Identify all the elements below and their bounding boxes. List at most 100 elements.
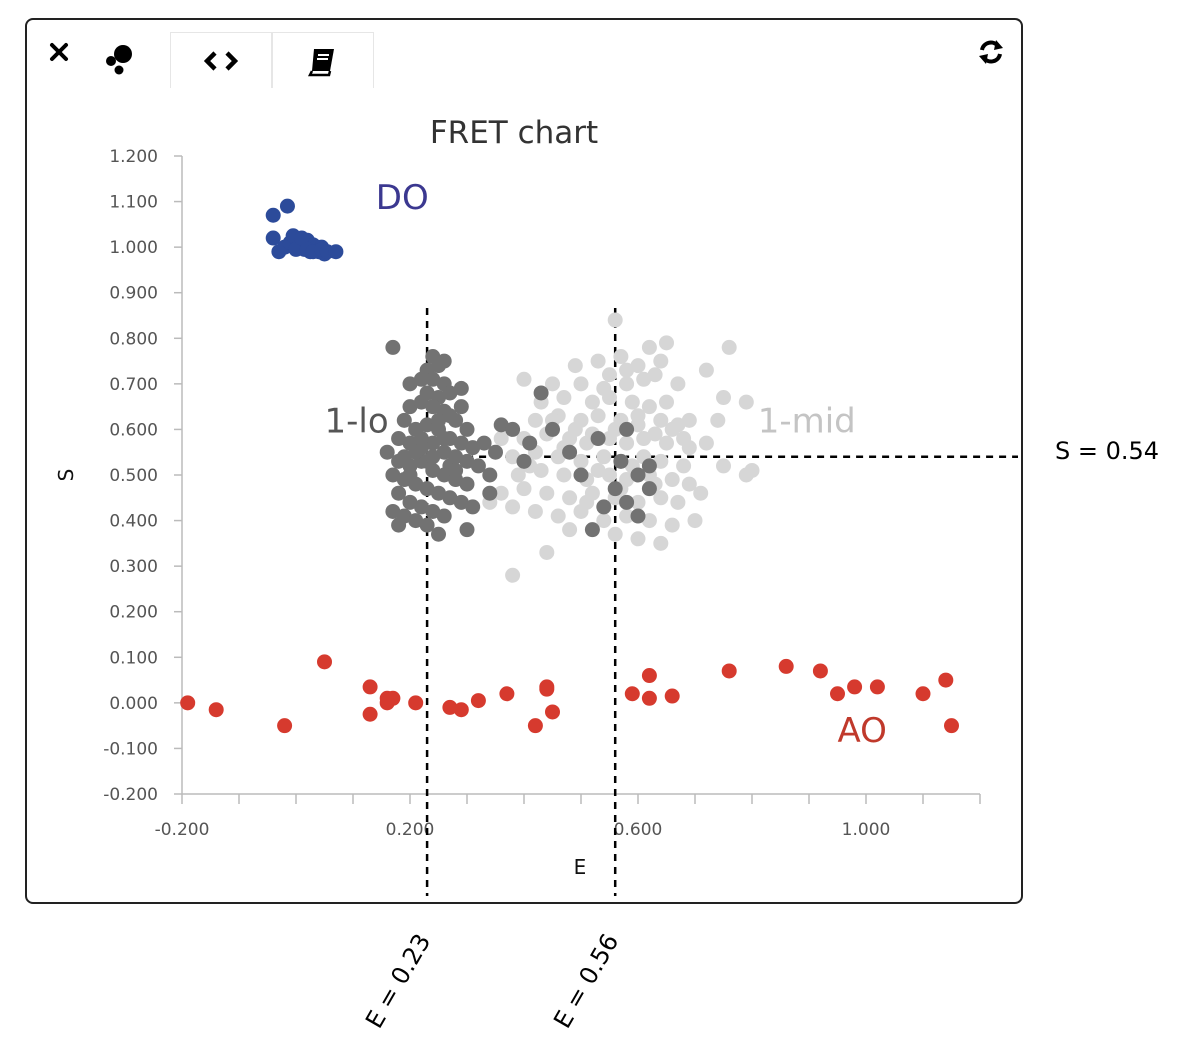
data-point-1-mid <box>624 394 640 410</box>
data-point-1-mid <box>630 408 646 424</box>
data-point-1-mid <box>527 503 543 519</box>
y-tick-label: 0.000 <box>109 694 158 714</box>
y-tick-label: 1.000 <box>109 238 158 258</box>
data-point-1-lo <box>533 385 549 401</box>
data-point-1-mid <box>590 353 606 369</box>
data-point-1-mid <box>738 394 754 410</box>
refresh-button[interactable] <box>975 36 1007 68</box>
data-point-1-mid <box>687 513 703 529</box>
tab-chart[interactable] <box>68 32 170 88</box>
data-point-1-lo <box>465 499 481 515</box>
data-point-1-mid <box>596 449 612 465</box>
data-point-1-mid <box>493 431 509 447</box>
data-point-1-mid <box>641 513 657 529</box>
data-point-1-mid <box>510 467 526 483</box>
data-point-1-mid <box>653 453 669 469</box>
y-tick-label: 0.600 <box>109 420 158 440</box>
data-point-1-lo <box>641 458 657 474</box>
x-tick-label: 1.000 <box>842 820 891 840</box>
data-point-1-lo <box>413 431 429 447</box>
axes: 1.200 1.100 1.000 0.900 0.800 0.700 0.600 0.500… <box>103 147 981 840</box>
data-point-1-lo <box>419 517 435 533</box>
data-point-1-mid <box>607 421 623 437</box>
data-point-1-mid <box>698 362 714 378</box>
y-tick-label: 0.800 <box>109 329 158 349</box>
data-point-1-mid <box>573 376 589 392</box>
data-point-1-mid <box>505 499 521 515</box>
data-point-1-mid <box>613 349 629 365</box>
data-point-1-mid <box>619 362 635 378</box>
data-point-1-lo <box>465 440 481 456</box>
data-point-1-lo <box>596 499 612 515</box>
data-point-1-lo <box>607 481 623 497</box>
data-point-1-mid <box>716 458 731 474</box>
data-point-1-lo <box>413 499 429 515</box>
data-point-ao <box>545 704 560 720</box>
data-point-1-lo <box>613 453 629 469</box>
data-point-ao <box>208 702 224 718</box>
data-point-1-mid <box>573 453 589 469</box>
y-tick-label: 0.500 <box>109 466 158 486</box>
data-point-1-lo <box>442 408 458 424</box>
data-point-1-mid <box>664 517 680 533</box>
data-point-ao <box>721 663 737 679</box>
x-tick-label: 0.600 <box>614 820 663 840</box>
close-button[interactable] <box>45 38 73 66</box>
data-point-1-mid <box>619 376 635 392</box>
data-point-do <box>265 230 281 246</box>
data-point-1-lo <box>391 485 407 501</box>
data-point-1-lo <box>482 485 498 501</box>
tab-code[interactable] <box>170 32 272 88</box>
data-point-ao <box>869 679 885 695</box>
data-point-1-lo <box>505 421 521 437</box>
data-point-1-mid <box>619 508 635 524</box>
data-point-1-lo <box>470 458 486 474</box>
x-tick-label: -0.200 <box>155 820 210 840</box>
data-point-1-lo <box>482 467 498 483</box>
data-point-1-mid <box>716 390 731 406</box>
data-point-1-mid <box>505 449 521 465</box>
tab-notes[interactable] <box>272 32 374 88</box>
data-point-1-mid <box>693 485 709 501</box>
data-point-1-mid <box>653 412 669 428</box>
data-point-1-lo <box>641 481 657 497</box>
data-point-1-lo <box>442 490 458 506</box>
data-point-1-mid <box>579 494 595 510</box>
data-point-1-mid <box>590 408 606 424</box>
data-point-1-lo <box>402 376 418 392</box>
data-point-1-lo <box>431 526 446 542</box>
chart-title: FRET chart <box>430 115 598 151</box>
data-point-ao <box>362 706 378 722</box>
data-point-1-lo <box>459 421 475 437</box>
data-point-1-mid <box>659 435 674 451</box>
data-point-ao <box>944 718 959 734</box>
data-point-1-lo <box>408 513 424 529</box>
y-tick-label: -0.100 <box>103 739 158 759</box>
data-point-1-mid <box>545 376 560 392</box>
y-tick-label: 1.100 <box>109 193 158 213</box>
data-point-1-mid <box>659 335 674 351</box>
data-point-1-lo <box>436 353 452 369</box>
data-point-ao <box>539 681 555 697</box>
data-point-1-mid <box>647 426 663 442</box>
data-point-ao <box>442 699 458 715</box>
data-point-1-mid <box>607 526 623 542</box>
x-axis-title: E <box>574 855 587 879</box>
data-point-1-mid <box>516 481 532 497</box>
data-point-1-lo <box>431 485 446 501</box>
scatter-icon <box>106 45 132 75</box>
data-point-1-mid <box>539 485 555 501</box>
data-point-1-mid <box>584 394 600 410</box>
data-point-ao <box>317 654 332 670</box>
data-point-1-lo <box>590 431 606 447</box>
data-point-1-mid <box>664 421 680 437</box>
data-point-1-mid <box>602 467 617 483</box>
data-point-ao <box>938 672 954 688</box>
data-point-1-lo <box>385 339 401 355</box>
data-point-ao <box>664 688 680 704</box>
data-point-1-lo <box>413 371 429 387</box>
data-point-1-lo <box>522 435 538 451</box>
data-point-1-lo <box>453 435 469 451</box>
horizontal-reference-label: S = 0.54 <box>1055 437 1159 465</box>
data-point-1-mid <box>505 567 521 583</box>
